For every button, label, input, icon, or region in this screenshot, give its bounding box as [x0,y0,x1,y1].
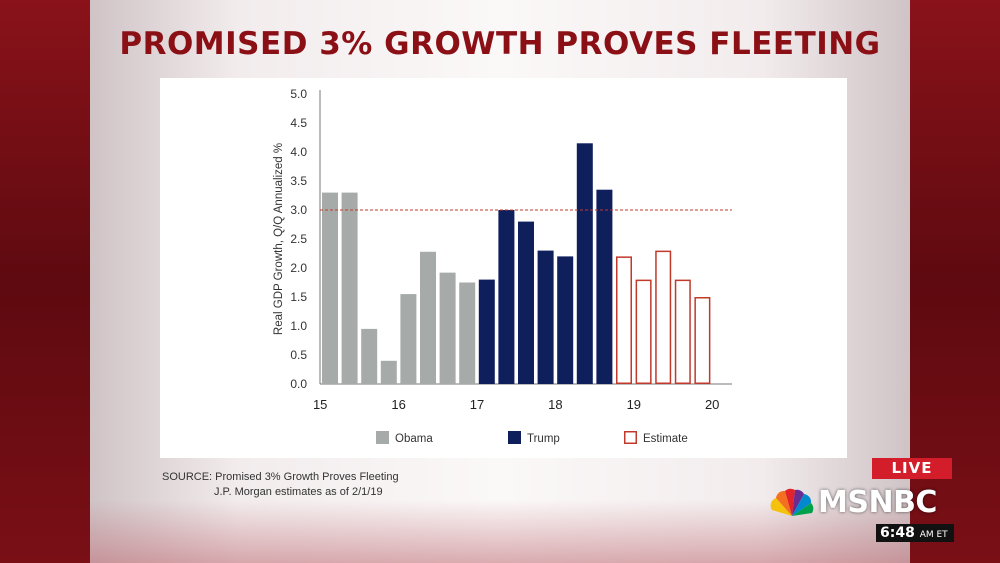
msnbc-logo: MSNBC [770,484,956,520]
legend-swatch-estimate [624,431,637,444]
clock-suffix: AM ET [919,530,948,540]
legend-label-trump: Trump [527,433,560,445]
bar-16Q2 [420,251,436,384]
x-tick-label: 18 [548,397,562,412]
y-tick-label: 0.5 [290,348,307,362]
y-tick-label: 3.0 [290,203,307,217]
x-tick-label: 15 [313,397,327,412]
y-tick-label: 4.0 [290,145,307,159]
bar-17Q2 [498,210,515,384]
left-red-backdrop [0,0,90,563]
y-tick-label: 3.5 [290,174,307,188]
chart-card: 0.0 0.5 1.0 1.5 2.0 2.5 3.0 3.5 4.0 4.5 5.0 Real GD… [160,78,847,458]
bar-18Q4 [616,256,632,384]
source-line-2: J.P. Morgan estimates as of 2/1/19 [214,486,383,498]
y-axis-label: Real GDP Growth, Q/Q Annualized % [273,143,285,335]
bar-18Q3 [596,189,613,384]
y-tick-label: 1.5 [290,290,307,304]
bar-17Q4 [537,250,554,384]
legend-label-obama: Obama [395,433,433,445]
y-tick-label: 1.0 [290,319,307,333]
y-tick-label: 5.0 [290,87,307,101]
page-title: PROMISED 3% GROWTH PROVES FLEETING [119,26,881,62]
bar-17Q3 [518,221,534,384]
bar-16Q1 [400,294,417,384]
clock-readout: 6:48 AM ET [876,524,954,542]
legend-swatch-trump [508,431,521,444]
x-tick-label: 16 [391,397,405,412]
y-tick-label: 2.5 [290,232,307,246]
x-tick-label: 19 [627,397,641,412]
bar-18Q1 [557,256,574,384]
bar-17Q1 [478,279,495,384]
x-tick-label: 17 [470,397,484,412]
legend-label-estimate: Estimate [643,433,688,445]
bar-15Q1 [322,192,338,384]
bar-19Q4 [694,297,711,384]
gdp-bar-chart: 0.0 0.5 1.0 1.5 2.0 2.5 3.0 3.5 4.0 4.5 5.0 Real GD… [273,87,732,445]
bar-16Q4 [459,282,476,384]
bar-19Q1 [635,279,652,385]
live-badge: LIVE [872,458,952,479]
bar-19Q2 [655,250,672,384]
bar-15Q3 [361,328,378,384]
bar-15Q4 [380,360,397,384]
legend-swatch-obama [376,431,389,444]
panel-bottom-fade [90,500,910,563]
y-tick-label: 2.0 [290,261,307,275]
bar-19Q3 [674,279,691,385]
source-note: SOURCE: Promised 3% Growth Proves Fleeti… [162,470,399,500]
network-name: MSNBC [818,484,937,520]
clock-time: 6:48 [880,525,915,541]
y-tick-label: 0.0 [290,377,307,391]
bar-15Q2 [341,192,358,384]
peacock-icon [770,488,814,516]
x-tick-label: 20 [705,397,719,412]
bar-18Q2 [576,143,593,384]
source-line-1: SOURCE: Promised 3% Growth Proves Fleeti… [162,471,399,483]
bar-16Q3 [439,272,456,384]
y-tick-label: 4.5 [290,116,307,130]
